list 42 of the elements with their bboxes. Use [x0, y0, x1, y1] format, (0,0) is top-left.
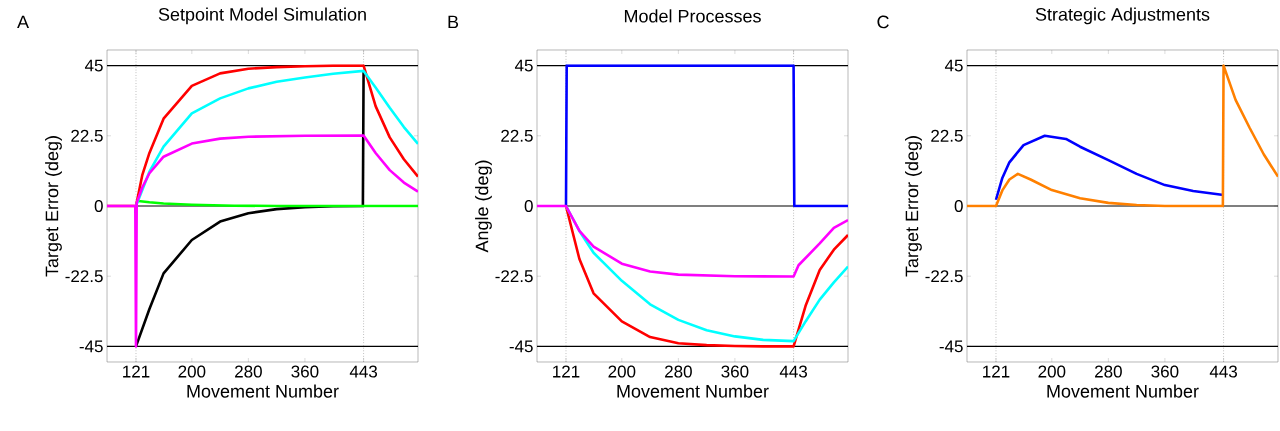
- x-tick-label: 121: [553, 365, 580, 378]
- y-tick-label: -22.5: [65, 270, 103, 283]
- x-tick-label: 443: [349, 365, 378, 378]
- x-axis-title: Movement Number: [1047, 384, 1199, 398]
- x-tick-label: 443: [779, 365, 807, 378]
- y-tick-label: 45: [514, 59, 533, 72]
- x-tick-label: 121: [983, 365, 1010, 378]
- chart-title: Setpoint Model Simulation: [158, 7, 366, 25]
- y-tick-label: 22.5: [931, 129, 963, 142]
- text: C: [877, 15, 889, 29]
- y-tick-label: 22.5: [501, 129, 533, 142]
- y-tick-label: 45: [944, 59, 963, 72]
- y-tick-label: 22.5: [71, 129, 103, 142]
- x-tick-label: 280: [235, 365, 262, 378]
- y-tick-label: 45: [84, 59, 103, 72]
- chart-title: Model Processes: [624, 9, 761, 23]
- x-tick-label: 443: [1209, 365, 1237, 378]
- x-axis-title: Movement Number: [187, 384, 339, 398]
- x-tick-label: 280: [1095, 365, 1122, 378]
- text: B: [448, 15, 459, 29]
- y-axis-title: Target Error (deg): [45, 136, 62, 277]
- y-tick-label: -22.5: [925, 270, 963, 283]
- x-tick-label: 360: [721, 365, 749, 378]
- text: A: [17, 15, 30, 29]
- y-tick-label: -45: [509, 340, 533, 353]
- chart-title: Strategic Adjustments: [1035, 7, 1210, 25]
- x-tick-label: 280: [665, 365, 692, 378]
- x-tick-label: 200: [1038, 365, 1066, 378]
- y-tick-label: -22.5: [495, 270, 533, 283]
- y-tick-label: 0: [94, 199, 103, 213]
- x-tick-label: 121: [123, 365, 150, 378]
- x-tick-label: 360: [1151, 365, 1179, 378]
- y-tick-label: -45: [79, 340, 103, 353]
- x-tick-label: 200: [608, 365, 636, 378]
- x-tick-label: 360: [291, 365, 319, 378]
- x-tick-label: 200: [178, 365, 206, 378]
- y-tick-label: 0: [524, 199, 533, 213]
- y-tick-label: -45: [939, 340, 963, 353]
- y-axis-title: Angle (deg): [475, 160, 492, 253]
- y-axis-title: Target Error (deg): [905, 136, 922, 277]
- y-tick-label: 0: [954, 199, 963, 213]
- x-axis-title: Movement Number: [617, 384, 769, 398]
